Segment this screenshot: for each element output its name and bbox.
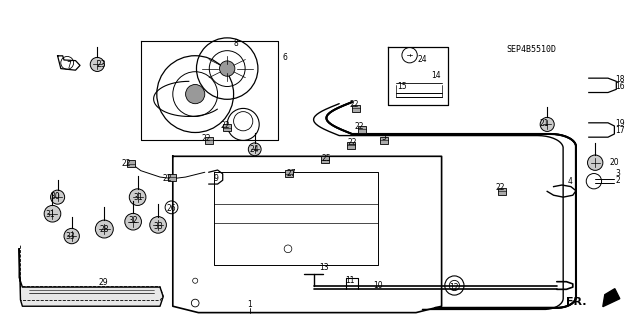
Bar — [358, 126, 365, 133]
Bar — [127, 160, 135, 167]
Circle shape — [51, 190, 65, 204]
Bar — [347, 142, 355, 149]
Text: 13: 13 — [319, 263, 330, 272]
Circle shape — [150, 217, 166, 233]
Text: 31: 31 — [133, 193, 143, 202]
Text: 26: 26 — [166, 204, 177, 213]
Circle shape — [64, 228, 79, 244]
Text: 30: 30 — [50, 192, 60, 201]
Text: 33: 33 — [65, 232, 76, 241]
Text: 27: 27 — [286, 169, 296, 178]
Text: 20: 20 — [609, 158, 620, 167]
Text: 7: 7 — [67, 61, 72, 70]
Bar — [321, 156, 329, 163]
Text: 16: 16 — [614, 82, 625, 91]
Bar — [380, 137, 388, 144]
Circle shape — [540, 117, 554, 131]
Circle shape — [186, 85, 205, 104]
Text: 8: 8 — [233, 39, 238, 48]
Text: 22: 22 — [221, 121, 230, 130]
Text: 22: 22 — [349, 100, 358, 109]
Text: 29: 29 — [99, 278, 109, 287]
Circle shape — [90, 57, 104, 71]
Circle shape — [125, 213, 141, 230]
Text: 23: 23 — [96, 60, 106, 69]
Text: 17: 17 — [614, 126, 625, 135]
Text: 24: 24 — [250, 145, 260, 154]
Bar — [352, 105, 360, 112]
Text: 18: 18 — [615, 75, 624, 84]
Bar — [285, 170, 293, 177]
Text: 22: 22 — [163, 174, 172, 182]
Text: 28: 28 — [100, 225, 109, 234]
Text: 21: 21 — [540, 119, 548, 128]
Circle shape — [220, 61, 235, 76]
Bar — [205, 137, 213, 144]
Circle shape — [248, 143, 261, 156]
Text: 14: 14 — [431, 71, 442, 80]
Text: 2: 2 — [615, 176, 620, 185]
Text: 9: 9 — [213, 174, 218, 183]
Text: 22: 22 — [202, 134, 211, 143]
Circle shape — [588, 155, 603, 170]
Circle shape — [129, 189, 146, 205]
Text: 10: 10 — [372, 281, 383, 290]
Text: 15: 15 — [397, 82, 407, 91]
Bar — [168, 174, 175, 181]
Text: 24: 24 — [417, 55, 428, 63]
Text: 12: 12 — [450, 283, 459, 292]
Text: 1: 1 — [247, 300, 252, 309]
Text: 22: 22 — [122, 159, 131, 168]
Text: 22: 22 — [496, 183, 505, 192]
Text: 22: 22 — [348, 138, 356, 147]
Text: 3: 3 — [615, 169, 620, 178]
Bar — [223, 124, 231, 131]
Bar — [499, 188, 506, 195]
Text: 5: 5 — [381, 133, 387, 142]
Text: 11: 11 — [346, 276, 355, 285]
Text: 31: 31 — [45, 210, 55, 219]
Text: 25: 25 — [321, 154, 332, 163]
Text: 32: 32 — [128, 216, 138, 225]
Text: 6: 6 — [282, 53, 287, 62]
Text: 4: 4 — [567, 177, 572, 186]
Text: 22: 22 — [355, 122, 364, 130]
Text: SEP4B5510D: SEP4B5510D — [506, 45, 556, 54]
Circle shape — [95, 220, 113, 238]
Text: 33: 33 — [154, 222, 164, 231]
Text: 19: 19 — [614, 119, 625, 128]
Text: FR.: FR. — [566, 297, 587, 307]
Polygon shape — [19, 249, 163, 306]
Circle shape — [44, 205, 61, 222]
Polygon shape — [603, 289, 620, 307]
